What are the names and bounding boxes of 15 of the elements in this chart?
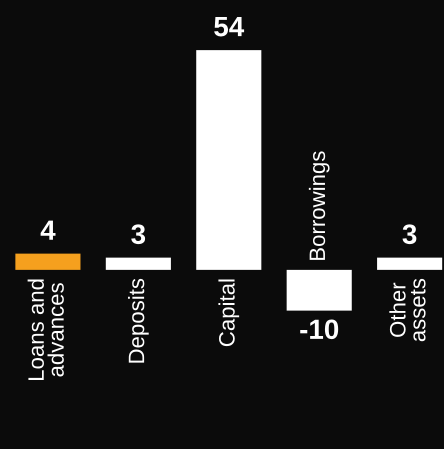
bar (196, 50, 262, 270)
x-tick-label: Other assets (389, 278, 426, 342)
bar (15, 254, 80, 270)
x-tick-label: Borrowings (308, 151, 330, 260)
data-label: 4 (40, 220, 56, 240)
data-label: 3 (131, 224, 146, 244)
data-label: 3 (402, 224, 416, 244)
x-tick-label: Deposits (128, 278, 149, 363)
bar (106, 258, 171, 270)
x-tick-label: Loans and advances (28, 279, 64, 380)
data-label: -10 (300, 319, 338, 340)
x-tick-label: Capital (218, 280, 240, 346)
data-label: 54 (214, 17, 244, 36)
bar (286, 270, 352, 311)
bar (377, 258, 442, 270)
